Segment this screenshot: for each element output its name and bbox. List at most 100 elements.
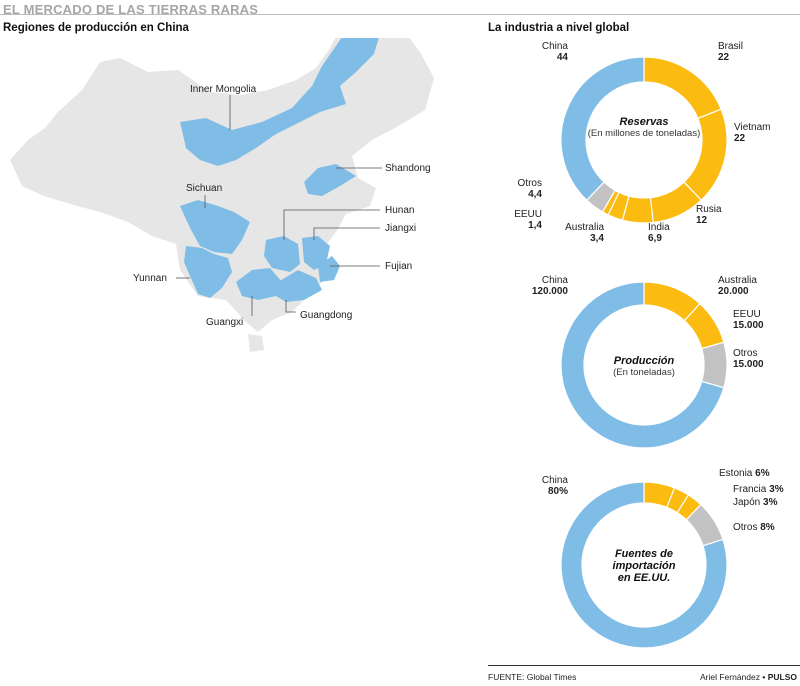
region-jiangxi — [302, 236, 330, 270]
charts-subtitle: La industria a nivel global — [488, 22, 630, 34]
reservas-title: Reservas — [619, 116, 669, 128]
leader-jiangxi — [313, 227, 380, 240]
reservas-donut — [560, 56, 728, 224]
cat-reservas-eeuu: EEUU — [514, 209, 542, 220]
importacion-chart: Fuentes de importación en EE.UU. China 80… — [488, 465, 800, 660]
label-importacion-otros: Otros 8% — [733, 522, 775, 533]
label-produccion-china: China 120.000 — [532, 275, 568, 297]
map-label-inner-mongolia: Inner Mongolia — [190, 84, 257, 95]
map-label-sichuan: Sichuan — [186, 183, 222, 194]
cat-reservas-china: China — [541, 41, 568, 52]
label-reservas-otros: Otros 4,4 — [518, 178, 542, 200]
val-reservas-australia: 3,4 — [590, 233, 604, 244]
reservas-subtitle: (En millones de toneladas) — [587, 128, 701, 139]
label-reservas-china: China 44 — [542, 41, 568, 63]
val-importacion-estonia: 6% — [755, 468, 770, 479]
infographic-title: EL MERCADO DE LAS TIERRAS RARAS — [3, 2, 259, 17]
label-importacion-japon: Japón 3% — [733, 497, 777, 508]
region-guangdong — [276, 270, 322, 302]
label-reservas-eeuu: EEUU 1,4 — [514, 209, 542, 231]
credit: Ariel Fernández • PULSO — [699, 672, 797, 682]
produccion-donut — [560, 281, 728, 449]
cat-importacion-china: China — [541, 475, 568, 486]
title-rule — [0, 14, 800, 15]
slice-2-china — [560, 481, 728, 649]
val-reservas-otros: 4,4 — [528, 189, 542, 200]
importacion-donut — [560, 481, 728, 649]
china-map: Inner Mongolia Shandong Sichuan Hunan Ji… — [10, 38, 434, 352]
label-importacion-china: China 80% — [542, 475, 568, 497]
val-importacion-francia: 3% — [769, 484, 784, 495]
map-label-hunan: Hunan — [385, 205, 414, 216]
val-reservas-vietnam: 22 — [734, 133, 746, 144]
label-reservas-india: India 6,9 — [648, 222, 670, 244]
label-produccion-otros: Otros 15.000 — [733, 348, 764, 370]
brand-credit: PULSO — [767, 672, 797, 682]
label-produccion-eeuu: EEUU 15.000 — [733, 309, 764, 331]
produccion-chart: Producción (En toneladas) China 120.000 A… — [488, 270, 800, 460]
footer-rule — [488, 665, 800, 666]
val-importacion-china: 80% — [547, 486, 568, 497]
importacion-title-line-2: importación — [612, 560, 676, 572]
map-label-guangdong: Guangdong — [300, 310, 352, 321]
label-importacion-estonia: Estonia 6% — [719, 468, 770, 479]
author-credit: Ariel Fernández — [699, 672, 760, 682]
label-produccion-australia: Australia 20.000 — [718, 275, 757, 297]
map-subtitle: Regiones de producción en China — [3, 22, 189, 34]
cat-importacion-otros: Otros — [733, 522, 758, 533]
val-produccion-china: 120.000 — [531, 286, 568, 297]
cat-produccion-otros: Otros — [733, 348, 758, 359]
importacion-center: Fuentes de importación en EE.UU. — [579, 548, 709, 584]
cat-importacion-francia: Francia — [733, 484, 767, 495]
cat-reservas-vietnam: Vietnam — [734, 122, 771, 133]
cat-importacion-estonia: Estonia — [719, 468, 753, 479]
reservas-center: Reservas (En millones de toneladas) — [579, 116, 709, 139]
region-sichuan — [180, 200, 250, 254]
hainan-island — [248, 334, 264, 352]
cat-produccion-china: China — [541, 275, 568, 286]
label-reservas-australia: Australia 3,4 — [565, 222, 604, 244]
region-inner-mongolia — [180, 38, 379, 166]
importacion-title-line-3: en EE.UU. — [617, 572, 671, 584]
produccion-center: Producción (En toneladas) — [579, 355, 709, 378]
label-importacion-francia: Francia 3% — [733, 484, 784, 495]
cat-produccion-australia: Australia — [718, 275, 757, 286]
slice-1-china — [560, 281, 725, 449]
val-reservas-india: 6,9 — [648, 233, 662, 244]
cat-reservas-otros: Otros — [517, 178, 542, 189]
map-label-jiangxi: Jiangxi — [385, 223, 416, 234]
map-label-yunnan: Yunnan — [133, 273, 167, 284]
region-guangxi — [236, 268, 282, 300]
label-reservas-rusia: Rusia 12 — [696, 204, 722, 226]
importacion-title-line-1: Fuentes de — [614, 548, 674, 560]
source-note: FUENTE: Global Times — [488, 672, 577, 682]
val-produccion-otros: 15.000 — [733, 359, 764, 370]
map-label-fujian: Fujian — [385, 261, 412, 272]
china-landmass — [10, 38, 434, 332]
val-importacion-japon: 3% — [763, 497, 778, 508]
leader-guangdong — [285, 300, 296, 313]
reservas-chart: Reservas (En millones de toneladas) Chin… — [488, 38, 800, 256]
label-reservas-brasil: Brasil 22 — [718, 41, 743, 63]
produccion-title: Producción — [613, 355, 675, 367]
cat-reservas-brasil: Brasil — [718, 41, 744, 52]
cat-reservas-australia: Australia — [565, 222, 604, 233]
leader-hunan — [283, 209, 380, 240]
cat-reservas-rusia: Rusia — [696, 204, 722, 215]
cat-produccion-eeuu: EEUU — [733, 309, 761, 320]
val-reservas-eeuu: 1,4 — [528, 220, 542, 231]
region-hunan — [264, 236, 300, 272]
cat-reservas-india: India — [648, 222, 670, 233]
slice-0-china — [560, 56, 645, 201]
region-shandong — [304, 164, 356, 196]
val-reservas-china: 44 — [556, 52, 568, 63]
val-produccion-eeuu: 15.000 — [733, 320, 764, 331]
label-reservas-vietnam: Vietnam 22 — [734, 122, 771, 144]
produccion-subtitle: (En toneladas) — [613, 367, 675, 378]
region-fujian — [318, 256, 340, 282]
val-reservas-brasil: 22 — [718, 52, 730, 63]
val-importacion-otros: 8% — [760, 522, 775, 533]
region-yunnan — [184, 246, 232, 298]
val-produccion-australia: 20.000 — [718, 286, 749, 297]
val-reservas-rusia: 12 — [696, 215, 708, 226]
